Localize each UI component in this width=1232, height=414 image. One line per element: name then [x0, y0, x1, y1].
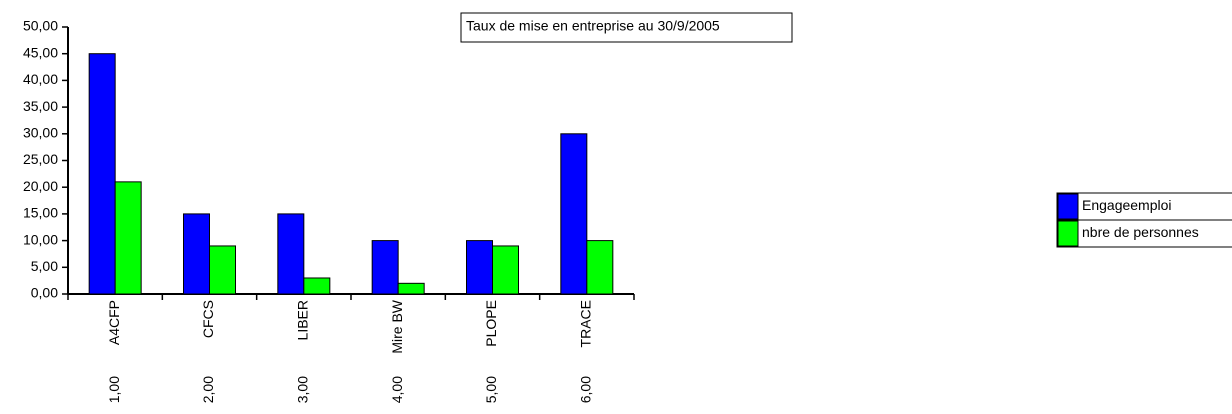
x-tick-code: 2,00	[200, 376, 216, 403]
bar	[466, 240, 493, 295]
x-tick-code: 1,00	[106, 376, 122, 403]
bar	[183, 213, 210, 295]
x-tick-label: CFCS	[200, 300, 216, 338]
bar	[114, 181, 142, 295]
bar	[560, 133, 588, 295]
title-box	[460, 12, 793, 43]
bar	[371, 240, 399, 295]
x-tick-label: LIBER	[295, 300, 311, 340]
x-tick-label: PLOPE	[483, 300, 499, 347]
y-tick-label: 15,00	[23, 205, 58, 221]
legend-swatch	[1057, 193, 1079, 220]
x-tick-code: 4,00	[389, 376, 405, 403]
y-tick-label: 40,00	[23, 71, 58, 87]
y-tick-label: 50,00	[23, 18, 58, 34]
chart-title: Taux de mise en entreprise au 30/9/2005	[466, 18, 720, 34]
y-tick-label: 35,00	[23, 98, 58, 114]
bar	[88, 53, 116, 295]
legend-label: Engageemploi	[1082, 197, 1172, 213]
y-tick-label: 20,00	[23, 178, 58, 194]
x-tick-label: A4CFP	[106, 300, 122, 345]
y-tick-label: 10,00	[23, 231, 58, 247]
bar	[209, 245, 236, 295]
y-tick-label: 45,00	[23, 44, 58, 60]
y-tick-label: 5,00	[31, 258, 58, 274]
y-tick-label: 30,00	[23, 125, 58, 141]
bar	[397, 282, 425, 295]
bar	[277, 213, 305, 295]
bar	[586, 240, 614, 295]
x-tick-label: Mire BW	[389, 299, 405, 353]
bar	[492, 245, 519, 295]
x-tick-code: 6,00	[578, 376, 594, 403]
bar	[303, 277, 331, 295]
y-tick-label: 25,00	[23, 151, 58, 167]
x-tick-code: 3,00	[295, 376, 311, 403]
x-tick-label: TRACE	[578, 300, 594, 347]
y-tick-label: 0,00	[31, 285, 58, 301]
x-tick-code: 5,00	[483, 376, 499, 403]
legend-label: nbre de personnes	[1082, 224, 1199, 240]
legend-swatch	[1057, 220, 1079, 247]
